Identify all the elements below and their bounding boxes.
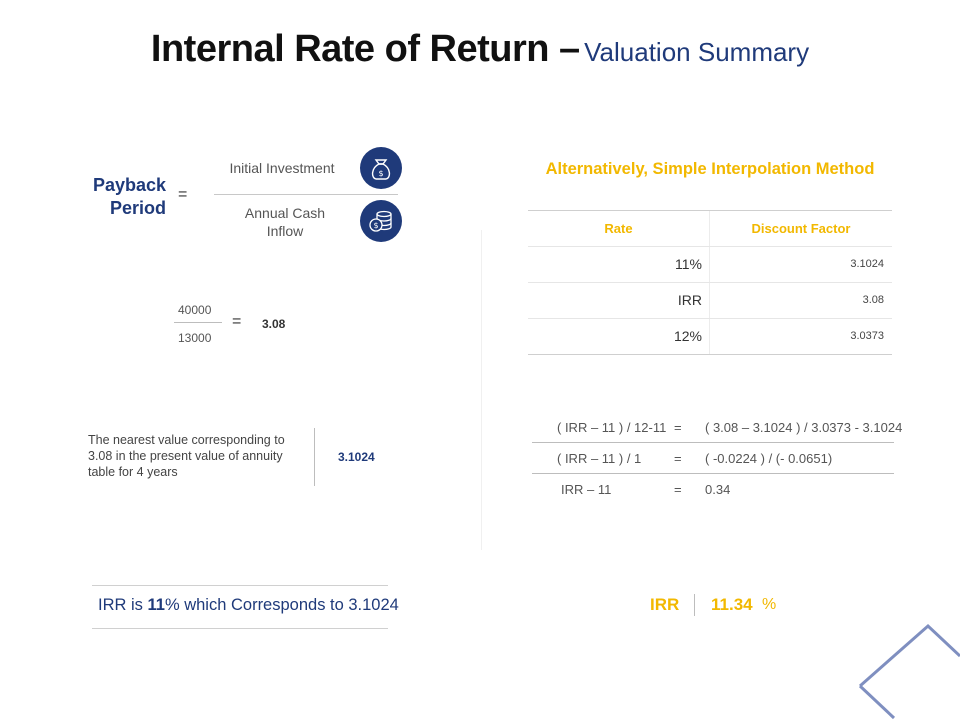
rate-cell: IRR — [677, 292, 702, 308]
equation-right: ( -0.0224 ) / (- 0.0651) — [705, 451, 833, 466]
nearest-value-text: The nearest value corresponding to 3.08 … — [88, 433, 285, 479]
irr-result-value: 11.34 — [711, 595, 753, 614]
table-row: 12% 3.0373 — [528, 319, 892, 355]
svg-text:$: $ — [378, 169, 383, 178]
calc-denominator: 13000 — [178, 331, 212, 345]
equation-divider — [532, 442, 894, 443]
equation-left: IRR – 11 — [561, 482, 612, 497]
rate-cell: 12% — [673, 328, 702, 344]
header-discount-factor: Discount Factor — [751, 221, 851, 236]
equation-divider — [532, 473, 894, 474]
irr-result-divider — [694, 594, 695, 616]
section-divider — [481, 230, 482, 550]
df-cell: 3.08 — [862, 294, 884, 306]
equation-right: ( 3.08 – 3.1024 ) / 3.0373 - 3.1024 — [705, 420, 903, 435]
interpolation-title: Alternatively, Simple Interpolation Meth… — [545, 160, 875, 178]
calc-equals: = — [232, 313, 242, 330]
payback-numerator: Initial Investment — [229, 160, 335, 176]
irr-statement: IRR is 11% which Corresponds to 3.1024 — [98, 596, 399, 614]
equation-right: 0.34 — [705, 482, 731, 497]
rate-cell: 11% — [675, 256, 702, 272]
payback-fraction-line — [214, 194, 398, 195]
statement-top-line — [92, 585, 388, 586]
discount-factor-table: Rate Discount Factor 11% 3.1024 IRR 3.08… — [528, 210, 892, 355]
irr-result-unit: % — [762, 596, 777, 613]
equation-equals: = — [674, 420, 682, 435]
nearest-value: 3.1024 — [338, 450, 375, 464]
equation-equals: = — [674, 451, 682, 466]
payback-denominator: Annual Cash Inflow — [244, 205, 326, 239]
irr-result-label: IRR — [650, 595, 680, 614]
coins-stack-icon: $ — [360, 200, 402, 242]
header-rate: Rate — [604, 221, 633, 236]
table-row: 11% 3.1024 — [528, 247, 892, 283]
money-bag-icon: $ — [360, 147, 402, 189]
table-header-row: Rate Discount Factor — [528, 210, 892, 247]
title-sub: Valuation Summary — [584, 37, 810, 67]
calc-fraction-line — [174, 322, 222, 323]
payback-period-label: Payback Period — [92, 175, 166, 218]
df-cell: 3.0373 — [850, 330, 884, 342]
title-main: Internal Rate of Return – — [150, 28, 580, 70]
decorative-diamond-shape — [858, 623, 960, 720]
calc-result: 3.08 — [262, 317, 286, 331]
equation-left: ( IRR – 11 ) / 1 — [557, 451, 642, 466]
equation-left: ( IRR – 11 ) / 12-11 — [557, 420, 667, 435]
table-row: IRR 3.08 — [528, 283, 892, 319]
nearest-divider — [314, 428, 315, 486]
equation-equals: = — [674, 482, 682, 497]
statement-bottom-line — [92, 628, 388, 629]
df-cell: 3.1024 — [850, 258, 884, 270]
payback-equals: = — [178, 186, 188, 203]
svg-text:$: $ — [373, 221, 378, 230]
calc-numerator: 40000 — [178, 303, 212, 317]
page-title: Internal Rate of Return – Valuation Summ… — [0, 28, 960, 71]
